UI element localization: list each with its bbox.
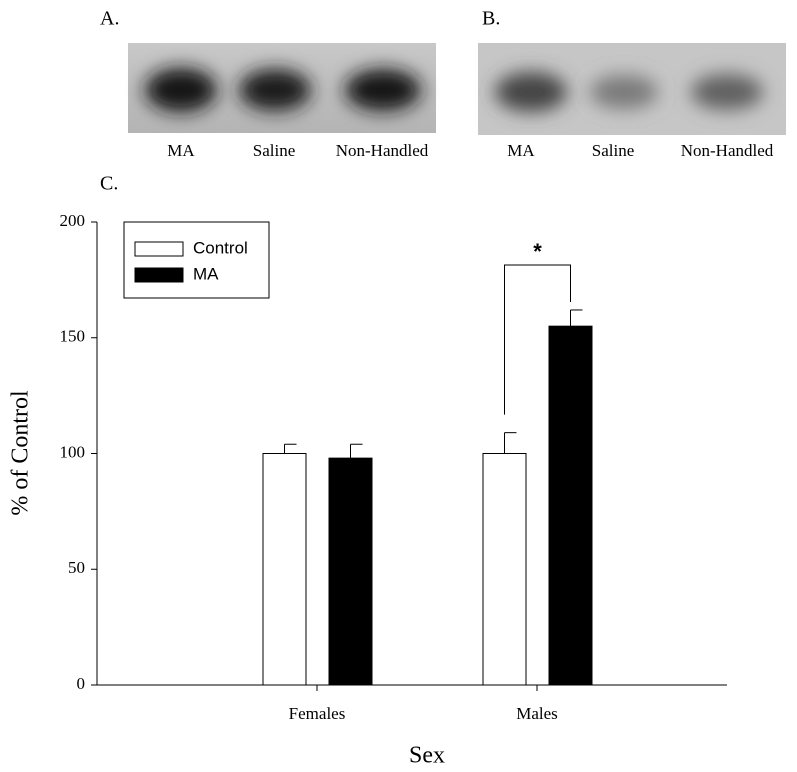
blot-b <box>478 43 786 135</box>
legend-label: Control <box>193 238 248 257</box>
significance-bracket <box>504 264 571 415</box>
lane-label: Non-Handled <box>336 141 429 160</box>
x-tick-label: Females <box>289 704 346 723</box>
x-tick-label: Males <box>516 704 558 723</box>
legend-swatch <box>134 241 184 257</box>
legend-swatch <box>134 267 184 283</box>
panel-label: C. <box>100 173 118 195</box>
bar <box>548 325 593 686</box>
y-axis-title: % of Control <box>8 390 34 516</box>
blot-a <box>128 43 436 133</box>
panel-label: B. <box>482 8 500 30</box>
bar <box>262 453 307 686</box>
lane-label: MA <box>167 141 195 160</box>
legend-box <box>123 221 270 299</box>
panel-label: A. <box>100 8 119 30</box>
bar <box>328 457 373 686</box>
y-tick-label: 50 <box>68 558 85 577</box>
y-tick-label: 200 <box>60 211 86 230</box>
lane-label: Non-Handled <box>681 141 774 160</box>
lane-label: Saline <box>592 141 635 160</box>
lane-label: Saline <box>253 141 296 160</box>
y-tick-label: 150 <box>60 327 86 346</box>
bar <box>482 453 527 686</box>
x-axis-title: Sex <box>409 743 445 769</box>
y-tick-label: 100 <box>60 442 86 461</box>
lane-label: MA <box>507 141 535 160</box>
y-tick-label: 0 <box>77 674 86 693</box>
legend-label: MA <box>193 264 219 283</box>
significance-marker: * <box>533 239 542 264</box>
